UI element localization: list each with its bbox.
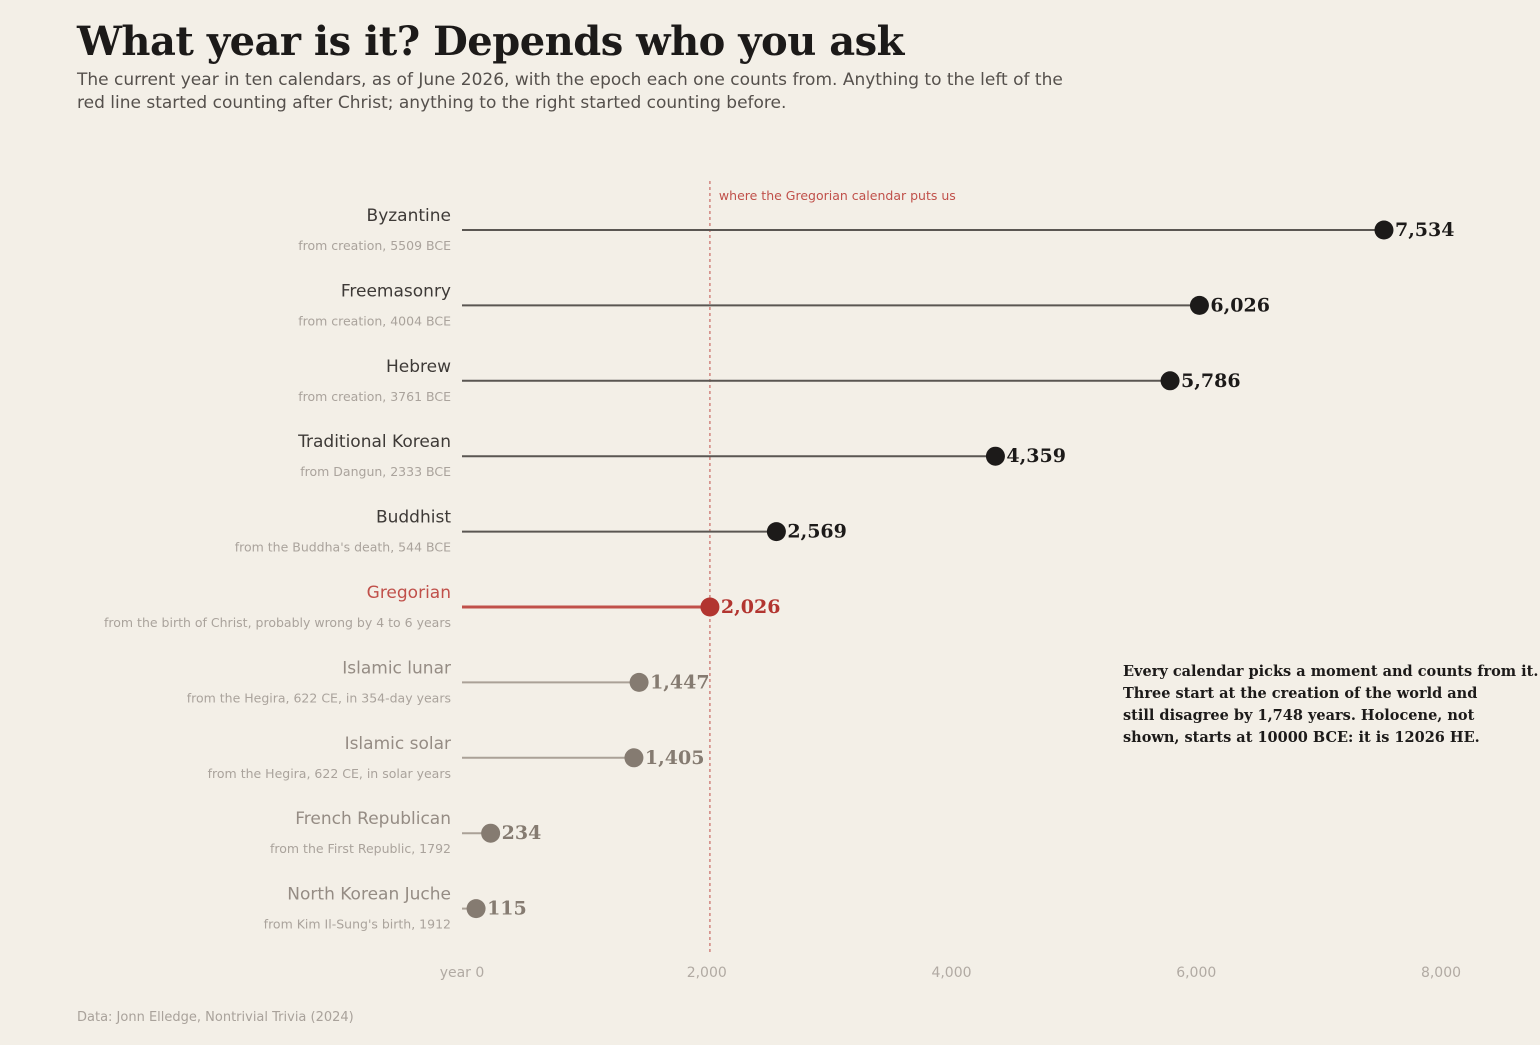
lollipop-point — [466, 899, 486, 919]
row-epoch: from the Hegira, 622 CE, in 354-day year… — [187, 690, 451, 705]
row-label: North Korean Juche — [287, 885, 451, 905]
value-label: 1,405 — [645, 747, 705, 769]
chart-title: What year is it? Depends who you ask — [77, 18, 904, 65]
lollipop-point — [629, 672, 649, 692]
lollipop-point — [1160, 371, 1180, 391]
reference-line-label: where the Gregorian calendar puts us — [719, 188, 956, 203]
x-tick-label: year 0 — [440, 965, 485, 981]
row-epoch: from the Hegira, 622 CE, in solar years — [208, 766, 451, 781]
row-label: Hebrew — [386, 357, 451, 377]
lollipop-point — [1374, 220, 1394, 240]
lollipop-point — [481, 823, 501, 843]
value-label: 7,534 — [1395, 219, 1455, 241]
row-label: French Republican — [295, 809, 451, 829]
lollipop-point — [1189, 295, 1209, 315]
row-epoch: from the First Republic, 1792 — [270, 841, 451, 856]
row-epoch: from creation, 3761 BCE — [298, 389, 451, 404]
value-label: 1,447 — [650, 671, 710, 693]
row-label: Traditional Korean — [297, 432, 451, 452]
row-epoch: from Dangun, 2333 BCE — [300, 464, 451, 479]
lollipop-point — [624, 748, 644, 768]
value-label: 2,026 — [721, 596, 781, 618]
row-label: Gregorian — [367, 583, 451, 603]
row-label: Freemasonry — [341, 281, 451, 301]
row-label: Islamic lunar — [342, 658, 451, 678]
x-tick-label: 4,000 — [931, 965, 971, 981]
lollipop-point — [766, 522, 786, 542]
value-label: 115 — [487, 898, 527, 920]
x-tick-label: 8,000 — [1421, 965, 1461, 981]
lollipop-point — [985, 446, 1005, 466]
row-epoch: from Kim Il-Sung's birth, 1912 — [264, 917, 451, 932]
row-label: Islamic solar — [345, 734, 451, 754]
row-epoch: from the Buddha's death, 544 BCE — [235, 540, 451, 555]
value-label: 5,786 — [1181, 370, 1241, 392]
x-tick-label: 6,000 — [1176, 965, 1216, 981]
value-label: 2,569 — [787, 521, 847, 543]
chart-subtitle: The current year in ten calendars, as of… — [77, 70, 1063, 113]
row-epoch: from creation, 4004 BCE — [298, 313, 451, 328]
x-tick-label: 2,000 — [687, 965, 727, 981]
row-label: Byzantine — [367, 206, 451, 226]
value-label: 234 — [502, 822, 542, 844]
lollipop-point — [700, 597, 720, 617]
value-label: 6,026 — [1210, 294, 1270, 316]
chart-annotation: Every calendar picks a moment and counts… — [1123, 663, 1539, 746]
row-epoch: from creation, 5509 BCE — [298, 238, 451, 253]
row-epoch: from the birth of Christ, probably wrong… — [104, 615, 451, 630]
source-note: Data: Jonn Elledge, Nontrivial Trivia (2… — [77, 1010, 354, 1025]
row-label: Buddhist — [376, 508, 451, 528]
value-label: 4,359 — [1006, 445, 1066, 467]
